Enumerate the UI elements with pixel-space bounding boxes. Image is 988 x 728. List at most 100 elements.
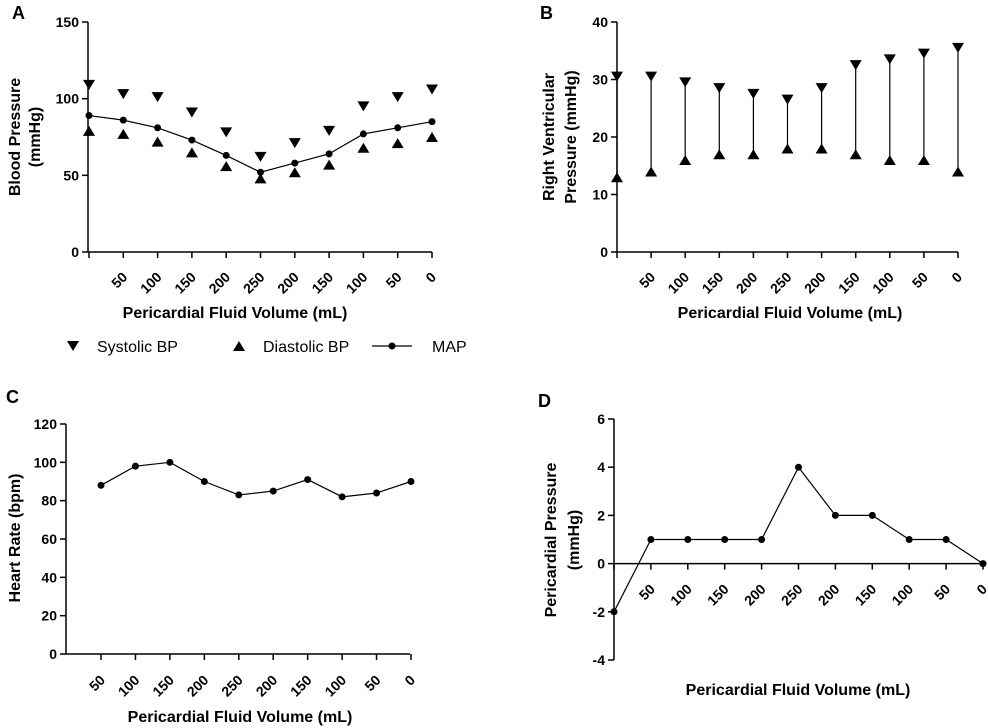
panel-d-x-tick-label: 100 (888, 581, 916, 609)
panel-d-point (905, 536, 913, 543)
panel-a-point (288, 138, 301, 149)
panel-a-point (357, 142, 370, 153)
panel-c-x-tick-label: 50 (86, 672, 108, 694)
panel-c-y-tick-label: 0 (49, 646, 57, 662)
panel-b-x-tick-label: 250 (767, 269, 795, 297)
panel-d-x-tick-label: 50 (636, 581, 658, 603)
panel-c-point (166, 458, 174, 466)
panel-a-y-axis-title: (mmHg) (27, 107, 44, 167)
panel-b-point (849, 149, 862, 160)
panel-d-x-tick-label: 200 (815, 581, 843, 609)
panel-c-point (304, 476, 312, 484)
panel-d-x-tick-label: 250 (778, 581, 806, 609)
panel-a-point (394, 124, 402, 132)
panel-d-x-tick-label: 150 (852, 581, 880, 609)
panel-d-y-tick-label: -4 (593, 652, 606, 668)
panel-b-point (952, 166, 964, 177)
panel-b-y-tick-label: 30 (592, 72, 608, 88)
panel-d-x-tick-label: 100 (667, 581, 695, 609)
legend-map-label: MAP (432, 339, 467, 356)
panel-c-x-tick-label: 250 (218, 672, 246, 700)
panel-d-x-tick-label: 150 (704, 581, 732, 609)
panel-a-point (323, 125, 336, 136)
panel-d-y-tick-label: 4 (597, 459, 605, 475)
panel-b-point (952, 42, 964, 53)
panel-a-point (391, 92, 404, 103)
panel-d-point (795, 463, 802, 471)
panel-a-letter: A (12, 3, 25, 23)
panel-a-point (117, 128, 130, 139)
panel-b-x-tick-label: 200 (733, 269, 761, 297)
panel-b-point (815, 143, 828, 154)
panel-d-point (610, 608, 618, 616)
panel-b-y-axis-title: Pressure (mmHg) (563, 70, 580, 203)
panel-a-point (117, 89, 130, 100)
panel-c-x-axis-title: Pericardial Fluid Volume (mL) (128, 709, 353, 726)
panel-b-point (679, 77, 692, 88)
panel-b-point (645, 166, 658, 177)
panel-a-point (83, 79, 95, 90)
panel-c-y-tick-label: 100 (34, 454, 58, 470)
legend-diastolic-label: Diastolic BP (263, 339, 349, 356)
panel-d-y-axis-title: Pericardial Pressure (543, 463, 560, 618)
panel-d-point (758, 536, 766, 543)
panel-a-y-tick-label: 150 (56, 14, 80, 30)
panel-a-point (151, 136, 164, 147)
panel-c-point (235, 491, 243, 499)
panel-a-x-tick-label: 50 (382, 269, 404, 291)
panel-b-y-tick-label: 20 (592, 129, 608, 145)
panel-d-point (868, 511, 876, 519)
panel-c-y-axis-title: Heart Rate (bpm) (7, 474, 24, 603)
panel-c-x-tick-label: 100 (321, 672, 349, 700)
legend-diastolic-marker (233, 341, 245, 351)
panel-b-x-tick-label: 150 (699, 269, 727, 297)
panel-d-x-tick-label: 50 (931, 581, 953, 603)
panel-d-point (721, 536, 729, 543)
panel-b-point (747, 149, 760, 160)
panel-c-point (373, 489, 381, 497)
panel-c-x-tick-label: 200 (184, 672, 212, 700)
legend-systolic-label: Systolic BP (97, 339, 178, 356)
panel-c-x-tick-label: 150 (287, 672, 315, 700)
panel-b-x-tick-label: 100 (869, 269, 897, 297)
panel-a-x-tick-label: 50 (108, 269, 130, 291)
panel-d-x-axis-title: Pericardial Fluid Volume (mL) (686, 682, 911, 699)
panel-b-point (917, 155, 930, 165)
panel-c-y-tick-label: 20 (41, 608, 57, 624)
panel-a-point (391, 138, 404, 149)
panel-d-letter: D (538, 391, 551, 411)
panel-d-y-axis-title: (mmHg) (566, 510, 583, 570)
panel-b-point (713, 149, 726, 160)
panel-a-y-tick-label: 100 (56, 91, 80, 107)
panel-a-line (88, 114, 433, 173)
panel-b-y-tick-label: 0 (600, 244, 608, 260)
panel-a-point (119, 116, 127, 124)
panel-a-y-tick-label: 0 (71, 244, 79, 260)
panel-d-point (979, 560, 987, 568)
panel-b-x-tick-label: 50 (909, 269, 931, 291)
panel-c-x-tick-label: 50 (361, 672, 383, 694)
panel-c-point (338, 493, 346, 501)
panel-c-x-tick-label: 200 (253, 672, 281, 700)
panel-a-point (357, 101, 370, 112)
legend-systolic-marker (67, 341, 79, 351)
panel-c-y-tick-label: 40 (41, 569, 57, 585)
panel-d-y-tick-label: 2 (597, 507, 605, 523)
panel-a-point (254, 173, 267, 184)
panel-c-x-tick-label: 100 (115, 672, 143, 700)
panel-d-y-tick-label: -2 (593, 604, 606, 620)
panel-a-point (185, 107, 198, 118)
panel-c-y-tick-label: 60 (41, 531, 57, 547)
panel-b-x-tick-label: 0 (948, 269, 965, 286)
panel-a-point (257, 168, 264, 176)
panel-a-x-tick-label: 150 (308, 269, 336, 297)
panel-b-point (713, 83, 726, 94)
panel-c-point (200, 478, 208, 485)
panel-a-x-tick-label: 200 (274, 269, 302, 297)
panel-c-point (97, 481, 105, 489)
panel-a-point (185, 147, 198, 158)
panel-c-y-tick-label: 80 (41, 493, 57, 509)
panel-d-point (684, 536, 692, 543)
